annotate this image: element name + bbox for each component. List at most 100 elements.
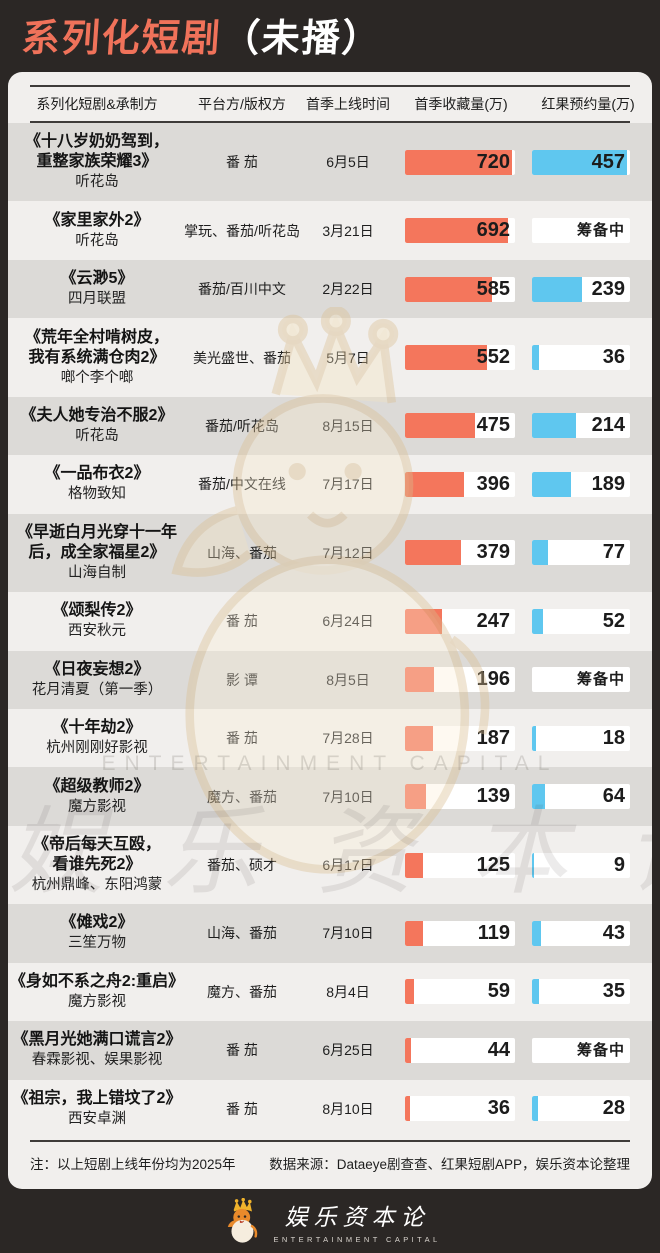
launch-date: 6月5日: [326, 154, 370, 171]
producer-name: 四月联盟: [68, 291, 126, 308]
collection-cell: 396: [398, 471, 524, 497]
collection-value: 44: [487, 1038, 510, 1061]
collection-bar: [405, 345, 487, 371]
reservation-bar-track: 9: [532, 852, 630, 878]
reservation-cell: 筹备中: [524, 667, 652, 693]
reservation-value: 筹备中: [576, 671, 625, 689]
platform-name: 美光盛世、番茄: [193, 349, 291, 366]
reservation-value: 36: [602, 346, 625, 369]
producer-name: 春霖影视、娱果影视: [31, 1052, 163, 1069]
launch-date: 6月25日: [322, 1042, 374, 1059]
platform-cell: 山海、番茄: [186, 923, 298, 943]
platform-name: 影 谭: [226, 671, 258, 688]
table-row: 《傩戏2》 三笙万物 山海、番茄 7月10日 119 43: [8, 904, 652, 964]
collection-cell: 59: [398, 979, 524, 1005]
collection-bar: [405, 276, 492, 302]
collection-value: 196: [476, 668, 510, 691]
collection-bar: [405, 667, 435, 693]
drama-cell: 《颂梨传2》 西安秋元: [8, 601, 186, 641]
platform-name: 番茄/百川中文: [198, 281, 286, 298]
platform-name: 魔方、番茄: [207, 788, 277, 805]
reservation-cell: 18: [524, 725, 652, 751]
launch-date: 6月17日: [322, 857, 374, 874]
reservation-bar-track: 筹备中: [532, 218, 630, 244]
collection-bar-track: 247: [405, 608, 515, 634]
drama-cell: 《荒年全村啃树皮， 我有系统满仓肉2》 啷个李个啷: [8, 328, 186, 388]
reservation-value: 筹备中: [576, 1041, 625, 1059]
drama-cell: 《身如不系之舟2:重启》 魔方影视: [8, 972, 186, 1012]
producer-name: 听花岛: [75, 427, 119, 444]
collection-bar-track: 585: [405, 276, 515, 302]
reservation-cell: 64: [524, 784, 652, 810]
launch-date: 3月21日: [322, 222, 374, 239]
table-row: 《黑月光她满口谎言2》 春霖影视、娱果影视 番 茄 6月25日 44 筹备中: [8, 1021, 652, 1081]
page-title-highlight: 系列化短剧: [20, 17, 224, 60]
reservation-cell: 214: [524, 413, 652, 439]
table-row: 《家里家外2》 听花岛 掌玩、番茄/听花岛 3月21日 692 筹备中: [8, 201, 652, 259]
collection-bar: [405, 540, 462, 566]
reservation-cell: 77: [524, 540, 652, 566]
producer-name: 杭州刚刚好影视: [46, 740, 148, 757]
column-header-platform: 平台方/版权方: [198, 96, 286, 112]
reservation-cell: 189: [524, 471, 652, 497]
drama-cell: 《祖宗，我上错坟了2》 西安卓渊: [8, 1089, 186, 1129]
reservation-cell: 52: [524, 608, 652, 634]
collection-cell: 187: [398, 725, 524, 751]
collection-bar-track: 139: [405, 784, 515, 810]
footnote-row: 注：以上短剧上线年份均为2025年 数据来源：Dataeye剧查查、红果短剧AP…: [8, 1140, 652, 1189]
drama-title: 《一品布衣2》: [44, 465, 150, 483]
reservation-bar: [532, 149, 628, 175]
column-header-collection: 首季收藏量(万): [414, 96, 508, 112]
drama-title: 《夫人她专治不服2》: [20, 406, 174, 424]
platform-name: 番 茄: [226, 154, 258, 171]
reservation-value: 52: [602, 609, 625, 632]
reservation-bar: [532, 725, 536, 751]
collection-bar: [405, 218, 508, 244]
reservation-value: 43: [602, 921, 625, 944]
reservation-bar: [532, 345, 540, 371]
producer-name: 山海自制: [68, 564, 126, 581]
launch-date-cell: 8月10日: [298, 1099, 398, 1119]
launch-date: 7月12日: [322, 544, 374, 561]
reservation-bar: [532, 540, 548, 566]
launch-date: 7月10日: [322, 788, 374, 805]
drama-cell: 《家里家外2》 听花岛: [8, 211, 186, 251]
launch-date-cell: 3月21日: [298, 221, 398, 241]
launch-date: 8月10日: [322, 1100, 374, 1117]
launch-date-cell: 6月25日: [298, 1040, 398, 1060]
launch-date-cell: 2月22日: [298, 279, 398, 299]
drama-cell: 《早逝白月光穿十一年 后，成全家福星2》 山海自制: [8, 523, 186, 583]
collection-bar: [405, 1096, 411, 1122]
platform-cell: 影 谭: [186, 670, 298, 690]
collection-value: 585: [476, 277, 510, 300]
table-row: 《云渺5》 四月联盟 番茄/百川中文 2月22日 585 239: [8, 259, 652, 319]
drama-cell: 《十年劫2》 杭州刚刚好影视: [8, 718, 186, 758]
reservation-value: 77: [602, 541, 625, 564]
drama-cell: 《云渺5》 四月联盟: [8, 269, 186, 309]
platform-name: 番茄/听花岛: [205, 417, 279, 434]
reservation-bar-track: 筹备中: [532, 667, 630, 693]
launch-date: 2月22日: [322, 281, 374, 298]
launch-date-cell: 8月5日: [298, 670, 398, 690]
launch-date: 7月28日: [322, 730, 374, 747]
drama-title: 《傩戏2》: [60, 914, 134, 932]
drama-title: 《云渺5》: [60, 270, 134, 288]
reservation-bar-track: 52: [532, 608, 630, 634]
reservation-bar: [532, 852, 534, 878]
reservation-bar-track: 64: [532, 784, 630, 810]
mascot-logo-icon: [228, 1198, 258, 1243]
platform-name: 魔方、番茄: [207, 983, 277, 1000]
collection-bar-track: 119: [405, 920, 515, 946]
platform-cell: 番茄/百川中文: [186, 279, 298, 299]
platform-cell: 番茄/听花岛: [186, 416, 298, 436]
footnote-note: 注：以上短剧上线年份均为2025年: [30, 1157, 236, 1172]
page-footer: 娱乐资本论 ENTERTAINMENT CAPITAL: [0, 1189, 660, 1253]
drama-cell: 《夫人她专治不服2》 听花岛: [8, 406, 186, 446]
launch-date-cell: 7月28日: [298, 728, 398, 748]
launch-date: 6月24日: [322, 613, 374, 630]
collection-bar: [405, 784, 426, 810]
collection-cell: 44: [398, 1037, 524, 1063]
drama-cell: 《傩戏2》 三笙万物: [8, 913, 186, 953]
platform-cell: 美光盛世、番茄: [186, 348, 298, 368]
drama-title: 《日夜妄想2》: [44, 660, 150, 678]
